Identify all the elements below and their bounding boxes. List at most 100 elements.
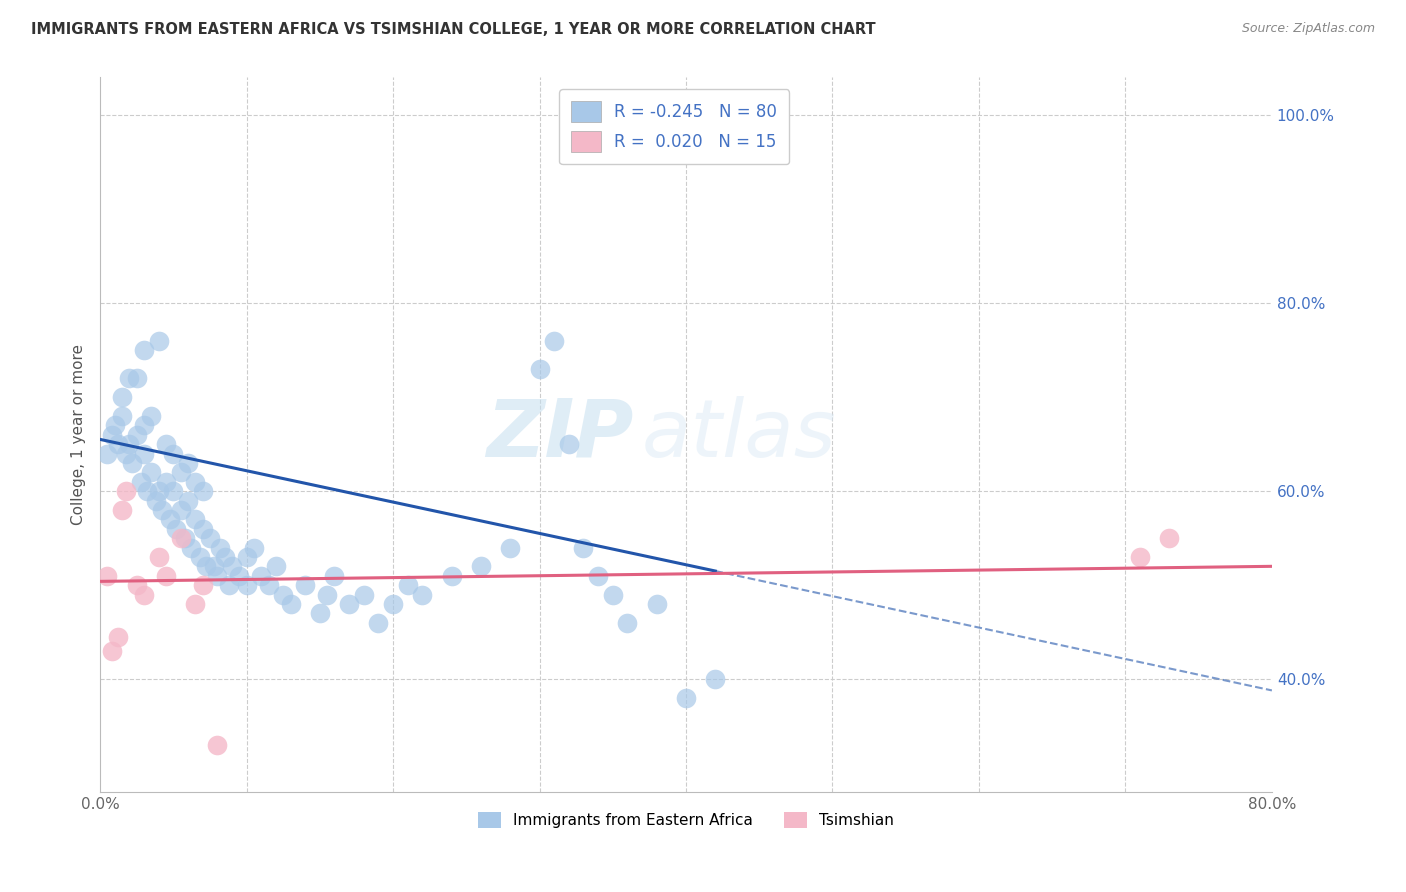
Point [499,541,522,555]
Point [96,568,118,582]
Point [155,437,177,451]
Point [155,568,177,582]
Point [148,484,170,499]
Point [132,588,155,602]
Point [367,615,389,630]
Point [148,334,170,348]
Point [141,409,163,423]
Point [191,484,214,499]
Point [558,437,581,451]
Point [118,371,141,385]
Point [107,630,129,644]
Point [243,541,266,555]
Point [396,578,419,592]
Point [159,512,181,526]
Point [125,371,148,385]
Point [529,362,551,376]
Point [191,522,214,536]
Point [115,446,138,460]
Text: IMMIGRANTS FROM EASTERN AFRICA VS TSIMSHIAN COLLEGE, 1 YEAR OR MORE CORRELATION : IMMIGRANTS FROM EASTERN AFRICA VS TSIMSH… [31,22,876,37]
Point [411,588,433,602]
Point [1159,531,1181,545]
Point [353,588,375,602]
Point [170,465,193,479]
Point [188,549,211,564]
Point [194,559,217,574]
Point [602,588,624,602]
Point [323,568,346,582]
Legend: Immigrants from Eastern Africa, Tsimshian: Immigrants from Eastern Africa, Tsimshia… [472,806,900,834]
Point [382,597,405,611]
Point [111,390,134,404]
Point [209,541,232,555]
Point [543,334,565,348]
Point [107,437,129,451]
Point [470,559,492,574]
Point [572,541,595,555]
Point [111,503,134,517]
Text: ZIP: ZIP [486,396,633,474]
Point [136,484,159,499]
Point [96,446,118,460]
Point [177,456,200,470]
Point [129,475,152,489]
Point [586,568,609,582]
Point [308,607,330,621]
Point [150,503,173,517]
Point [198,531,221,545]
Point [111,409,134,423]
Point [316,588,339,602]
Point [257,578,280,592]
Point [170,531,193,545]
Point [228,568,250,582]
Point [170,503,193,517]
Point [218,578,240,592]
Point [280,597,302,611]
Point [101,644,124,658]
Point [221,559,243,574]
Point [294,578,316,592]
Point [184,475,207,489]
Point [235,549,257,564]
Point [145,493,167,508]
Point [180,541,202,555]
Point [645,597,668,611]
Point [132,446,155,460]
Point [141,465,163,479]
Point [184,512,207,526]
Point [101,427,124,442]
Text: atlas: atlas [641,396,837,474]
Point [616,615,638,630]
Point [207,738,229,752]
Point [207,568,229,582]
Point [177,493,200,508]
Point [1129,549,1152,564]
Point [155,475,177,489]
Point [250,568,273,582]
Point [125,427,148,442]
Text: Source: ZipAtlas.com: Source: ZipAtlas.com [1241,22,1375,36]
Y-axis label: College, 1 year or more: College, 1 year or more [72,344,86,525]
Point [337,597,360,611]
Point [264,559,287,574]
Point [162,484,184,499]
Point [132,343,155,357]
Point [115,484,138,499]
Point [162,446,184,460]
Point [174,531,197,545]
Point [148,549,170,564]
Point [704,672,727,686]
Point [214,549,236,564]
Point [191,578,214,592]
Point [271,588,294,602]
Point [125,578,148,592]
Point [202,559,225,574]
Point [118,437,141,451]
Point [104,418,127,433]
Point [440,568,463,582]
Point [235,578,257,592]
Point [184,597,207,611]
Point [675,690,697,705]
Point [165,522,187,536]
Point [121,456,143,470]
